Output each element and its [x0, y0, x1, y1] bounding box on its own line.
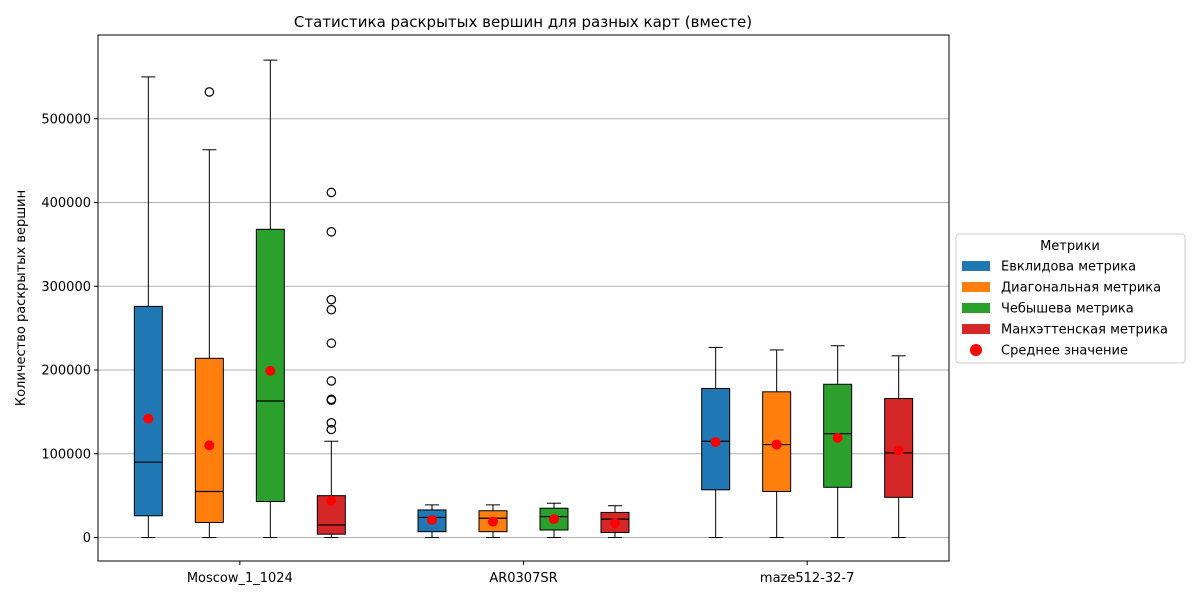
y-tick-label: 100000 — [41, 447, 91, 462]
outlier-point — [326, 294, 337, 305]
outlier-point — [326, 338, 337, 349]
box — [762, 349, 792, 539]
mean-point — [326, 495, 337, 506]
outlier-point — [204, 87, 215, 97]
y-tick-label: 500000 — [41, 112, 91, 127]
box — [600, 505, 630, 539]
mean-point — [549, 514, 559, 525]
box — [194, 87, 224, 539]
mean-point — [427, 514, 437, 525]
box — [884, 355, 914, 539]
legend-label: Диагональная метрика — [1001, 281, 1161, 296]
outlier-point — [326, 394, 337, 405]
x-axis-ticks: Moscow_1_1024 AR0307SR maze512-32-7 — [187, 561, 854, 586]
y-tick-label: 300000 — [41, 280, 91, 295]
y-tick-label: 200000 — [41, 364, 91, 379]
y-axis-label: Количество раскрытых вершин — [14, 190, 29, 406]
outlier-point — [326, 376, 337, 386]
mean-point — [710, 437, 721, 448]
legend-title: Метрики — [1040, 239, 1100, 254]
y-tick-label: 0 — [83, 531, 91, 546]
x-tick-label: maze512-32-7 — [760, 571, 854, 586]
mean-point — [771, 439, 782, 450]
outlier-point — [326, 227, 337, 237]
y-tick-label: 400000 — [41, 196, 91, 211]
legend-label: Манхэттенская метрика — [1001, 323, 1168, 338]
outlier-point — [326, 424, 337, 435]
box — [316, 187, 346, 539]
box — [417, 504, 447, 539]
x-tick-label: Moscow_1_1024 — [187, 571, 293, 586]
mean-point — [893, 445, 904, 456]
outlier-point — [326, 187, 337, 198]
outlier-point — [326, 417, 337, 428]
legend: Метрики Евклидова метрика Диагональная ме… — [955, 233, 1186, 364]
legend-label: Чебышева метрика — [1001, 302, 1134, 317]
box — [133, 76, 163, 539]
box — [539, 502, 569, 539]
box-iqr — [194, 357, 224, 523]
legend-swatch — [962, 324, 990, 334]
mean-point — [143, 413, 154, 424]
x-tick-label: AR0307SR — [489, 571, 557, 586]
box-series — [133, 59, 914, 539]
mean-point — [488, 516, 498, 527]
mean-point — [610, 518, 620, 529]
plot-area-background — [98, 35, 949, 561]
legend-mean-marker — [970, 344, 982, 356]
mean-point — [832, 432, 843, 443]
legend-label: Евклидова метрика — [1001, 260, 1136, 275]
legend-items: Евклидова метрика Диагональная метрика Чеб… — [962, 260, 1168, 359]
chart-title: Статистика раскрытых вершин для разных к… — [294, 13, 752, 31]
legend-swatch — [962, 303, 990, 313]
box — [478, 504, 508, 539]
box-iqr — [133, 305, 163, 517]
box — [823, 345, 853, 539]
legend-swatch — [962, 261, 990, 271]
box — [255, 59, 285, 539]
mean-point — [204, 440, 215, 451]
legend-frame — [955, 233, 1186, 364]
y-axis-ticks: 0 100000 200000 300000 400000 500000 — [41, 112, 98, 546]
outlier-point — [326, 304, 337, 315]
mean-point — [265, 365, 276, 376]
legend-mean-label: Среднее значение — [1001, 344, 1128, 359]
box — [701, 346, 731, 539]
box-iqr — [255, 228, 285, 503]
y-grid — [98, 118, 949, 539]
legend-swatch — [962, 282, 990, 292]
